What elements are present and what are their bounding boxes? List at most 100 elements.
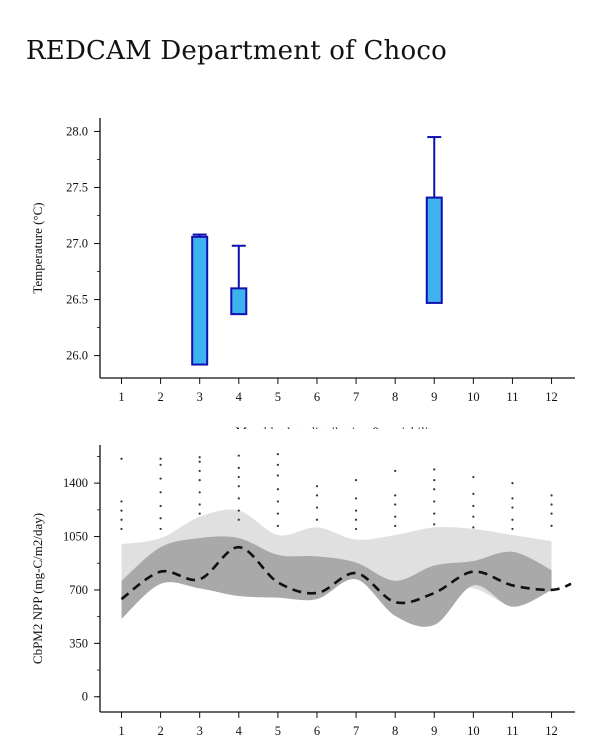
outlier-point <box>472 526 475 529</box>
x-tick-label: 10 <box>467 724 480 738</box>
box-rect <box>425 196 443 304</box>
outlier-point <box>276 524 279 527</box>
outlier-point <box>237 475 240 479</box>
x-tick-label: 2 <box>157 390 163 404</box>
outlier-point <box>237 466 240 469</box>
outlier-point <box>354 509 358 512</box>
outlier-point <box>237 509 240 512</box>
x-tick-label: 9 <box>431 724 437 738</box>
outlier-point <box>276 463 279 466</box>
outlier-point <box>511 497 514 500</box>
outlier-point <box>315 518 319 521</box>
outlier-point <box>276 474 279 477</box>
outlier-point <box>237 454 240 457</box>
x-tick-label: 11 <box>506 724 518 738</box>
outlier-point <box>511 527 514 531</box>
outlier-point <box>120 509 123 512</box>
outlier-point <box>159 457 162 460</box>
outlier-point <box>120 527 123 531</box>
outlier-point <box>198 469 201 473</box>
outlier-point <box>120 518 123 521</box>
outlier-point <box>550 512 553 515</box>
outlier-point <box>198 456 201 459</box>
outlier-point <box>550 524 553 527</box>
x-tick-label: 3 <box>197 724 203 738</box>
x-tick-label: 7 <box>353 724 359 738</box>
outlier-point <box>433 478 436 482</box>
y-tick-label: 1050 <box>63 530 88 544</box>
outlier-point <box>159 517 162 520</box>
x-tick-label: 8 <box>392 390 398 404</box>
y-tick-label: 26.5 <box>66 293 88 307</box>
x-tick-label: 2 <box>157 724 163 738</box>
y-tick-label: 26.0 <box>66 349 88 363</box>
y-tick-label: 0 <box>82 690 88 704</box>
outlier-point <box>394 515 397 518</box>
outlier-point <box>315 494 319 497</box>
outlier-point <box>433 500 436 503</box>
outlier-point <box>511 506 514 509</box>
outlier-point <box>472 475 475 479</box>
outlier-point <box>159 491 162 494</box>
y-tick-label: 700 <box>69 583 88 597</box>
outlier-point <box>472 515 475 518</box>
outlier-point <box>276 500 279 503</box>
outlier-point <box>120 500 123 503</box>
median-line <box>120 545 572 605</box>
outlier-point <box>315 506 319 509</box>
x-tick-label: 10 <box>467 390 480 404</box>
outlier-point <box>198 478 201 482</box>
box-rect <box>191 235 209 366</box>
x-tick-label: 1 <box>118 724 124 738</box>
outlier-point <box>198 460 201 463</box>
outlier-point <box>550 503 553 506</box>
outlier-point <box>433 468 436 471</box>
box-rect <box>230 287 248 316</box>
outlier-point <box>433 523 436 526</box>
outlier-point <box>276 488 279 491</box>
y-tick-label: 27.5 <box>66 180 88 194</box>
x-tick-label: 6 <box>314 390 320 404</box>
outlier-point <box>276 453 279 456</box>
outlier-point <box>433 488 436 491</box>
page-title: REDCAM Department of Choco <box>26 36 447 66</box>
outlier-point <box>198 503 201 506</box>
outlier-point <box>276 512 279 515</box>
outlier-point <box>354 497 358 500</box>
outlier-point <box>159 477 162 480</box>
outlier-point <box>394 503 397 506</box>
outlier-point <box>472 492 475 495</box>
y-axis-title: CbPM2 NPP (mg-C/m2/day) <box>30 513 45 664</box>
outlier-point <box>159 527 162 531</box>
outlier-point <box>394 524 397 527</box>
x-axis-title: Monthly data distribution & variability <box>236 424 439 439</box>
x-tick-label: 1 <box>118 390 124 404</box>
y-tick-label: 28.0 <box>66 124 88 138</box>
x-tick-label: 5 <box>275 724 281 738</box>
outlier-point <box>159 463 162 466</box>
outlier-point <box>433 512 436 515</box>
outlier-point <box>394 469 397 473</box>
temperature-chart: 1 2 3 4 5 6 7 8 9 10 11 1226.026.527.027.528.0Tempe… <box>30 118 575 439</box>
y-tick-label: 1400 <box>63 476 88 490</box>
y-tick-label: 350 <box>69 636 88 650</box>
y-tick-label: 27.0 <box>66 237 88 251</box>
outlier-point <box>159 504 162 508</box>
outlier-point <box>237 485 240 488</box>
x-tick-label: 12 <box>545 390 558 404</box>
x-tick-label: 4 <box>236 390 243 404</box>
outlier-point <box>394 494 397 497</box>
outlier-point <box>472 504 475 508</box>
x-tick-label: 6 <box>314 724 320 738</box>
outlier-point <box>198 491 201 494</box>
x-tick-label: 9 <box>431 390 437 404</box>
x-tick-label: 5 <box>275 390 281 404</box>
outlier-point <box>120 457 123 460</box>
outlier-point <box>354 527 358 531</box>
outlier-point <box>511 518 514 521</box>
outlier-point <box>354 518 358 521</box>
outlier-point <box>237 518 240 521</box>
x-tick-label: 11 <box>506 390 518 404</box>
